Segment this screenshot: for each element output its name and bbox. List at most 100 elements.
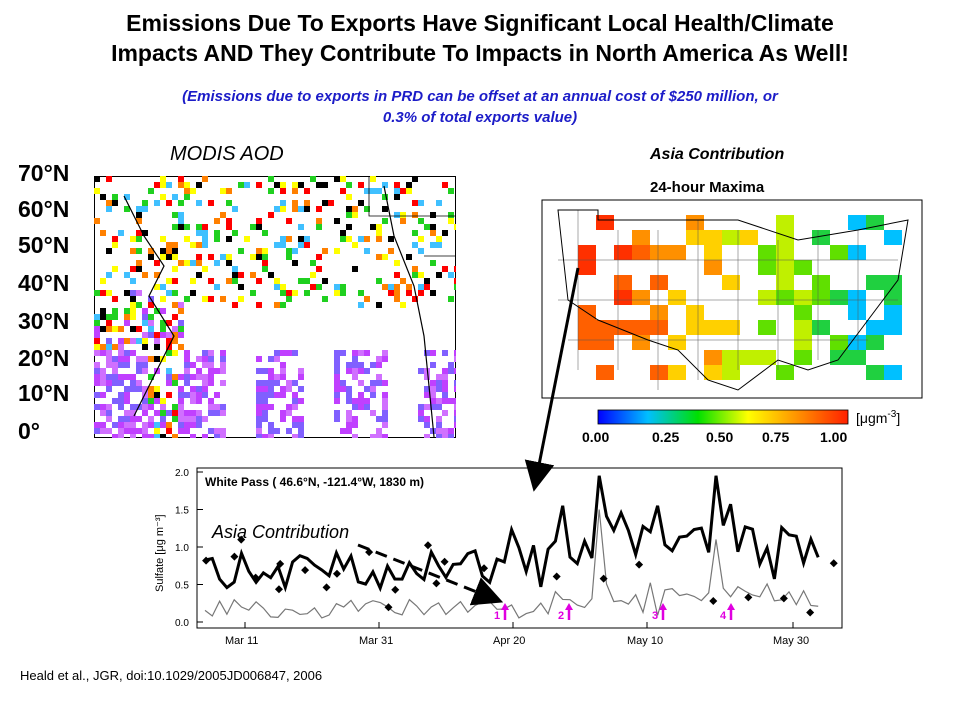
aod-cell: [262, 254, 268, 260]
aod-cell: [430, 260, 436, 266]
aod-cell: [196, 368, 202, 374]
event-label: 3: [652, 610, 658, 622]
aod-cell: [178, 176, 184, 182]
aod-cell: [178, 344, 184, 350]
aod-cell: [124, 362, 130, 368]
aod-cell: [208, 278, 214, 284]
aod-cell: [256, 302, 262, 308]
aod-cell: [298, 434, 304, 438]
aod-cell: [358, 392, 364, 398]
aod-cell: [346, 398, 352, 404]
aod-cell: [178, 320, 184, 326]
aod-cell: [190, 416, 196, 422]
aod-cell: [412, 242, 418, 248]
observation-point: [202, 556, 211, 565]
modis-aod-map: [94, 176, 456, 438]
aod-cell: [364, 206, 370, 212]
aod-cell: [178, 308, 184, 314]
aod-cell: [160, 308, 166, 314]
x-tick-label: May 10: [627, 635, 663, 647]
aod-cell: [226, 200, 232, 206]
aod-cell: [106, 380, 112, 386]
aod-cell: [394, 212, 400, 218]
concentration-cell: [776, 365, 794, 380]
aod-cell: [196, 410, 202, 416]
aod-cell: [376, 302, 382, 308]
concentration-cell: [866, 275, 884, 290]
aod-cell: [358, 368, 364, 374]
concentration-cell: [722, 365, 740, 380]
aod-cell: [286, 410, 292, 416]
aod-cell: [358, 182, 364, 188]
aod-cell: [352, 422, 358, 428]
aod-cell: [382, 380, 388, 386]
aod-cell: [364, 398, 370, 404]
aod-cell: [160, 332, 166, 338]
aod-cell: [298, 242, 304, 248]
aod-cell: [154, 182, 160, 188]
aod-cell: [94, 338, 100, 344]
concentration-cell: [722, 230, 740, 245]
aod-cell: [256, 398, 262, 404]
concentration-cell: [668, 245, 686, 260]
observation-point: [635, 560, 644, 569]
aod-cell: [418, 218, 424, 224]
aod-cell: [286, 248, 292, 254]
aod-cell: [178, 392, 184, 398]
aod-cell: [334, 176, 340, 182]
aod-cell: [178, 332, 184, 338]
observation-point: [552, 572, 561, 581]
aod-cell: [178, 224, 184, 230]
aod-cell: [172, 302, 178, 308]
observation-point: [301, 566, 310, 575]
concentration-cell: [794, 335, 812, 350]
aod-cell: [238, 182, 244, 188]
aod-cell: [190, 422, 196, 428]
aod-cell: [196, 260, 202, 266]
aod-cell: [106, 326, 112, 332]
aod-cell: [94, 428, 100, 434]
aod-cell: [316, 266, 322, 272]
aod-cell: [430, 230, 436, 236]
aod-cell: [100, 290, 106, 296]
aod-cell: [184, 260, 190, 266]
aod-cell: [130, 410, 136, 416]
aod-cell: [136, 356, 142, 362]
event-label: 2: [558, 610, 564, 622]
aod-cell: [430, 242, 436, 248]
aod-cell: [298, 236, 304, 242]
aod-cell: [208, 428, 214, 434]
aod-cell: [202, 350, 208, 356]
aod-cell: [382, 410, 388, 416]
aod-cell: [292, 380, 298, 386]
aod-cell: [268, 176, 274, 182]
aod-cell: [94, 350, 100, 356]
aod-cell: [268, 356, 274, 362]
aod-cell: [160, 326, 166, 332]
concentration-cell: [596, 320, 614, 335]
concentration-cell: [776, 260, 794, 275]
aod-cell: [322, 182, 328, 188]
aod-cell: [262, 230, 268, 236]
aod-cell: [172, 374, 178, 380]
aod-cell: [280, 302, 286, 308]
aod-cell: [148, 392, 154, 398]
aod-cell: [172, 194, 178, 200]
aod-cell: [436, 374, 442, 380]
concentration-cell: [614, 275, 632, 290]
aod-cell: [106, 248, 112, 254]
aod-cell: [106, 290, 112, 296]
aod-cell: [130, 302, 136, 308]
aod-cell: [124, 356, 130, 362]
aod-cell: [166, 182, 172, 188]
aod-cell: [130, 248, 136, 254]
aod-cell: [142, 398, 148, 404]
aod-cell: [100, 422, 106, 428]
aod-cell: [256, 218, 262, 224]
aod-cell: [142, 332, 148, 338]
aod-cell: [130, 290, 136, 296]
aod-cell: [208, 350, 214, 356]
aod-cell: [178, 410, 184, 416]
aod-cell: [178, 326, 184, 332]
aod-cell: [244, 236, 250, 242]
